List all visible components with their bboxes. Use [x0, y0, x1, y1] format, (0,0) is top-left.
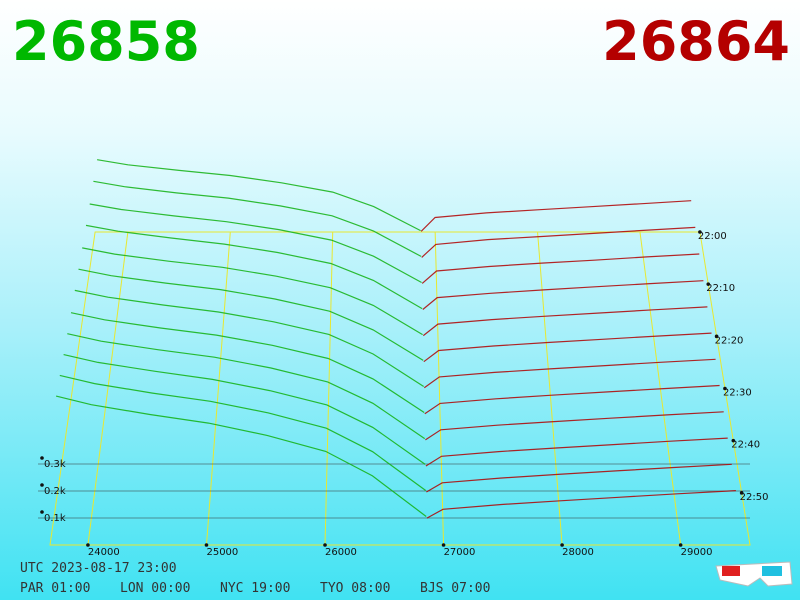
x-tick-label: 25000 [206, 547, 238, 558]
tick-dot [40, 510, 44, 514]
ask-depth-line [421, 226, 696, 258]
bid-depth-line [67, 333, 426, 440]
tick-dot [714, 334, 719, 339]
grid-line [434, 231, 445, 546]
bid-depth-line [70, 312, 425, 414]
clock: LON 00:00 [120, 581, 190, 596]
bid-depth-line [85, 224, 423, 310]
ask-depth-line [425, 411, 724, 441]
clock: NYC 19:00 [220, 581, 290, 596]
y-tick-label: 0.3k [44, 459, 66, 470]
ask-price: 26864 [602, 10, 790, 73]
tick-dot [739, 491, 744, 495]
ask-depth-line [424, 384, 720, 415]
time-tick-label: 22:00 [698, 231, 727, 242]
grid-line [324, 231, 334, 546]
bid-depth-line [82, 247, 423, 336]
y-tick-label: 0.2k [44, 486, 66, 497]
tick-dot [698, 230, 702, 234]
time-tick-label: 22:20 [715, 335, 744, 346]
ask-depth-line [423, 332, 712, 363]
grid-line [87, 231, 129, 546]
time-tick-label: 22:10 [706, 283, 735, 294]
ask-depth-line [421, 253, 700, 284]
time-tick-label: 22:30 [723, 388, 752, 399]
bid-depth-line [59, 374, 427, 491]
tick-dot [678, 543, 683, 547]
bid-depth-line [93, 180, 422, 257]
ask-depth-line [423, 358, 716, 389]
x-tick-label: 24000 [88, 547, 120, 558]
clock: TYO 08:00 [320, 581, 390, 596]
ask-depth-line [426, 463, 732, 493]
ask-depth-line [422, 280, 704, 310]
tick-dot [40, 483, 44, 487]
tick-dot [40, 456, 44, 460]
tick-dot [204, 543, 209, 547]
x-tick-label: 27000 [444, 547, 476, 558]
plot: 24000 25000 26000 27000 28000 29000 0.1k 0.2k 0.… [38, 159, 769, 558]
bid-depth-line [63, 354, 426, 465]
utc-time: UTC 2023-08-17 23:00 [20, 561, 177, 576]
floor [49, 231, 751, 546]
bid-price: 26858 [12, 10, 200, 73]
tick-dot [723, 386, 727, 391]
grid-line [537, 231, 563, 546]
tick-dot [441, 543, 446, 547]
tick-dot [706, 282, 711, 286]
ask-depth-line [426, 490, 736, 519]
time-tick-label: 22:40 [731, 440, 760, 451]
y-tick-label: 0.1k [44, 513, 66, 524]
x-tick-label: 26000 [325, 547, 357, 558]
ask-depth-line [420, 200, 692, 232]
ask-depth-line [425, 437, 728, 467]
bid-depth-line [89, 203, 422, 284]
ask-depth-line [422, 306, 708, 337]
x-tick-label: 29000 [681, 547, 713, 558]
tick-dot [86, 543, 90, 547]
tick-dot [323, 543, 327, 547]
clock: BJS 07:00 [420, 581, 490, 596]
bid-depth-line [55, 395, 427, 517]
tick-dot [731, 438, 736, 443]
clock: PAR 01:00 [20, 581, 90, 596]
bid-depth-line [97, 159, 421, 232]
glasses-icon[interactable] [715, 561, 793, 587]
bid-depth-line [78, 268, 424, 361]
bid-depth-line [74, 289, 425, 388]
tick-dot [560, 543, 564, 547]
time-tick-label: 22:50 [740, 492, 769, 503]
x-tick-label: 28000 [562, 547, 594, 558]
grid-line [205, 231, 231, 546]
